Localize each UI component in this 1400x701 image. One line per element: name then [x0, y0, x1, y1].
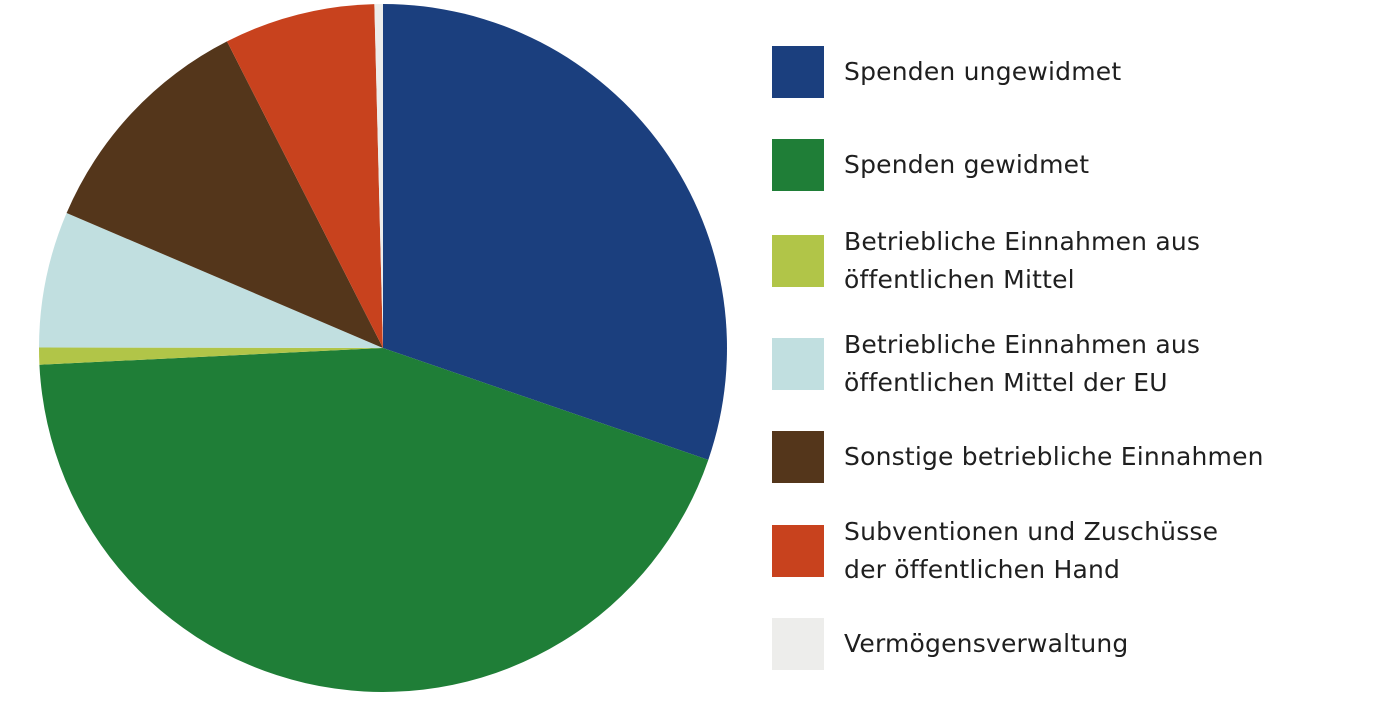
- legend-item-betriebliche-einnahmen-oeffentlich: Betriebliche Einnahmen aus öffentlichen …: [772, 227, 1364, 294]
- legend-item-spenden-gewidmet: Spenden gewidmet: [772, 138, 1364, 192]
- pie-slice-5: [226, 4, 383, 349]
- pie-slice-6: [374, 4, 383, 348]
- legend-label: Sonstige betriebliche Einnahmen: [844, 442, 1264, 471]
- pie-chart: [38, 4, 727, 692]
- legend-item-subventionen: Subventionen und Zuschüsse der öffentlic…: [772, 517, 1364, 584]
- legend-item-vermoegensverwaltung: Vermögensverwaltung: [772, 617, 1364, 671]
- legend-label: Betriebliche Einnahmen aus öffentlichen …: [844, 227, 1201, 294]
- pie-slice-1: [39, 348, 709, 692]
- legend-label: Vermögensverwaltung: [844, 629, 1129, 658]
- legend-swatch: [772, 139, 824, 191]
- pie-slice-3: [39, 213, 383, 348]
- pie-slice-4: [66, 41, 383, 349]
- legend-swatch: [772, 46, 824, 98]
- legend-swatch: [772, 431, 824, 483]
- legend-item-spenden-ungewidmet: Spenden ungewidmet: [772, 45, 1364, 99]
- pie-slice-0: [383, 4, 727, 460]
- pie-slice-2: [38, 347, 384, 365]
- legend-item-sonstige-einnahmen: Sonstige betriebliche Einnahmen: [772, 430, 1364, 484]
- legend-swatch: [772, 235, 824, 287]
- legend-label: Spenden ungewidmet: [844, 57, 1122, 86]
- legend-label: Spenden gewidmet: [844, 150, 1090, 179]
- legend-label: Betriebliche Einnahmen aus öffentlichen …: [844, 330, 1201, 397]
- legend-swatch: [772, 338, 824, 390]
- legend-item-betriebliche-einnahmen-eu: Betriebliche Einnahmen aus öffentlichen …: [772, 330, 1364, 397]
- legend-label: Subventionen und Zuschüsse der öffentlic…: [844, 517, 1219, 584]
- legend-swatch: [772, 525, 824, 577]
- legend-swatch: [772, 618, 824, 670]
- legend: Spenden ungewidmet Spenden gewidmet Betr…: [772, 0, 1392, 701]
